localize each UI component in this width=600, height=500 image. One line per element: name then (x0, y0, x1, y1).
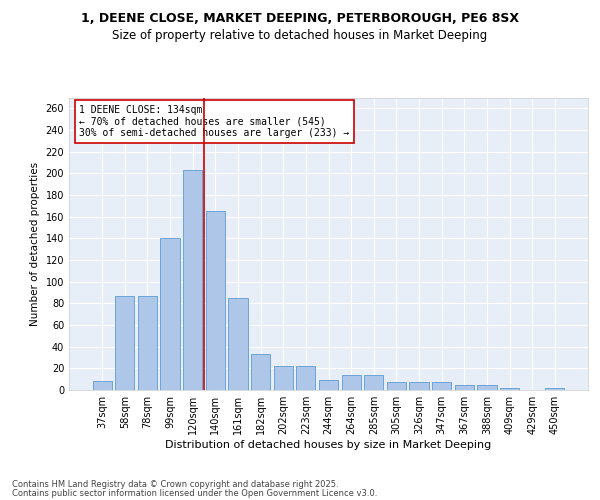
Bar (477, 384, 497, 390)
Text: 1 DEENE CLOSE: 134sqm
← 70% of detached houses are smaller (545)
30% of semi-det: 1 DEENE CLOSE: 134sqm ← 70% of detached … (79, 105, 350, 138)
Text: Contains public sector information licensed under the Open Government Licence v3: Contains public sector information licen… (12, 488, 377, 498)
Text: Size of property relative to detached houses in Market Deeping: Size of property relative to detached ho… (112, 29, 488, 42)
Bar (160, 238, 180, 390)
Bar (274, 366, 293, 390)
Bar (115, 296, 134, 390)
Bar (432, 382, 451, 390)
Bar (138, 296, 157, 390)
X-axis label: Distribution of detached houses by size in Market Deeping: Distribution of detached houses by size … (166, 440, 491, 450)
Bar (387, 382, 406, 390)
Bar (500, 388, 519, 390)
Bar (183, 170, 202, 390)
Text: Contains HM Land Registry data © Crown copyright and database right 2025.: Contains HM Land Registry data © Crown c… (12, 480, 338, 489)
Bar (229, 298, 248, 390)
Bar (364, 375, 383, 390)
Bar (341, 375, 361, 390)
Y-axis label: Number of detached properties: Number of detached properties (30, 162, 40, 326)
Text: 1, DEENE CLOSE, MARKET DEEPING, PETERBOROUGH, PE6 8SX: 1, DEENE CLOSE, MARKET DEEPING, PETERBOR… (81, 12, 519, 26)
Bar (455, 384, 474, 390)
Bar (409, 382, 428, 390)
Bar (296, 366, 316, 390)
Bar (251, 354, 270, 390)
Bar (319, 380, 338, 390)
Bar (92, 382, 112, 390)
Bar (206, 211, 225, 390)
Bar (545, 388, 565, 390)
